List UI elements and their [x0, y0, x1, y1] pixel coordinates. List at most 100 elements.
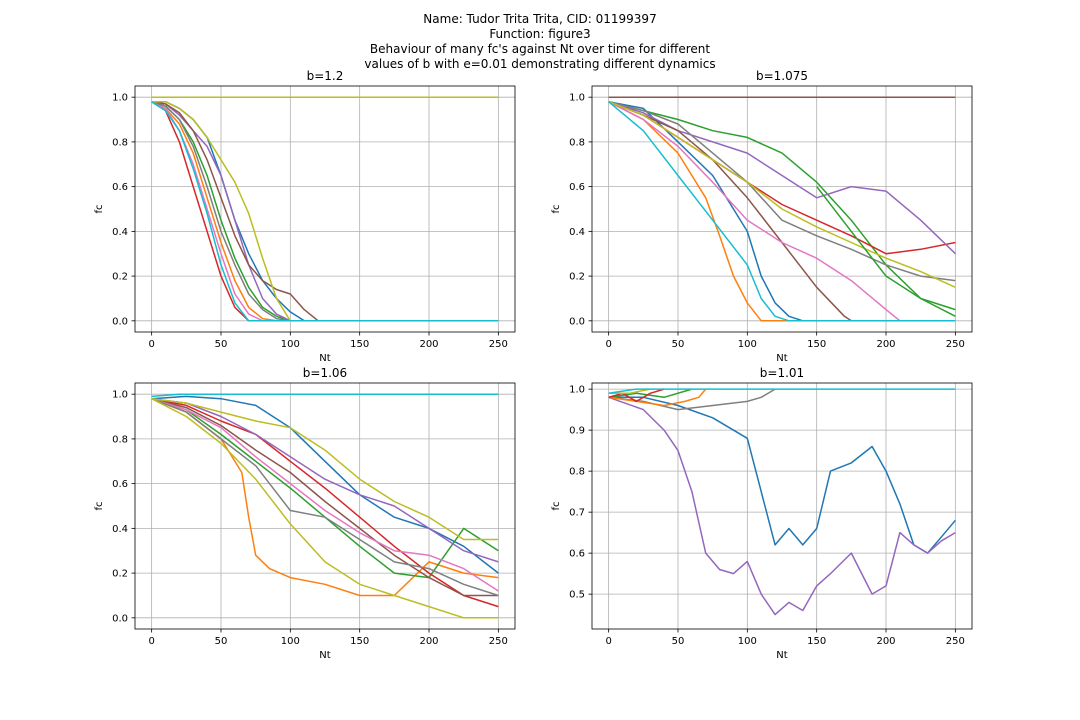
series-line-3	[608, 100, 956, 311]
y-axis-label: fc	[94, 204, 105, 213]
series-line-5	[608, 388, 693, 399]
x-tick-label: 200	[876, 339, 895, 350]
series-line-9	[151, 100, 499, 322]
y-tick-label: 0.9	[569, 426, 585, 437]
subplot-1: 0 50 100 150 200 250 0.0 0.2 0.4 0.6 0.8 1.0 b=1.2 Nt…	[94, 69, 516, 364]
x-tick-label: 250	[489, 339, 508, 350]
series-line-11	[151, 393, 499, 398]
series-line-8	[151, 398, 499, 597]
x-tick-label: 50	[215, 636, 228, 647]
y-tick-label: 0.4	[112, 524, 128, 535]
series-line-6	[151, 397, 499, 597]
series-line-6	[608, 388, 665, 403]
x-axis-label: Nt	[319, 353, 330, 364]
x-tick-label: 0	[148, 636, 154, 647]
x-tick-label: 250	[946, 636, 965, 647]
subplot-2: 0 50 100 150 200 250 0.0 0.2 0.4 0.6 0.8 1.0 b=1.075…	[551, 69, 973, 364]
x-tick-label: 100	[281, 636, 300, 647]
y-tick-label: 0.8	[569, 467, 585, 478]
x-axis-label: Nt	[776, 353, 787, 364]
series-group	[151, 393, 499, 619]
series-line-6	[151, 100, 499, 322]
series-line-6	[608, 101, 956, 322]
series-line-10	[608, 101, 956, 322]
axes-frame	[134, 85, 516, 333]
x-tick-label: 100	[738, 636, 757, 647]
x-tick-label: 50	[672, 339, 685, 350]
axes-frame	[591, 382, 973, 630]
x-tick-label: 50	[215, 339, 228, 350]
y-tick-label: 0.6	[569, 182, 585, 193]
series-line-8	[608, 388, 956, 395]
series-line-2	[151, 101, 499, 322]
series-group	[608, 96, 956, 322]
x-axis-label: Nt	[319, 650, 330, 661]
y-tick-label: 0.0	[569, 316, 585, 327]
series-line-8	[608, 100, 956, 282]
y-tick-label: 0.5	[569, 590, 585, 601]
y-tick-label: 0.0	[112, 316, 128, 327]
x-tick-label: 150	[807, 636, 826, 647]
series-line-5	[151, 100, 499, 322]
y-tick-label: 0.6	[112, 182, 128, 193]
x-tick-label: 150	[350, 636, 369, 647]
series-line-1	[608, 100, 956, 322]
subplot-title: b=1.075	[756, 69, 808, 83]
series-line-7	[151, 397, 499, 592]
series-line-9	[608, 101, 956, 288]
y-tick-label: 0.8	[569, 137, 585, 148]
y-tick-label: 0.8	[112, 137, 128, 148]
series-line-10	[151, 101, 499, 322]
y-axis-label: fc	[94, 501, 105, 510]
x-tick-label: 0	[605, 636, 611, 647]
axes-frame	[134, 382, 516, 630]
y-tick-label: 0.0	[112, 613, 128, 624]
y-tick-label: 0.4	[569, 227, 585, 238]
y-tick-label: 0.2	[112, 272, 128, 283]
series-line-1	[151, 100, 499, 322]
y-tick-label: 1.0	[569, 93, 585, 104]
suptitle-line-1: Name: Tudor Trita Trita, CID: 01199397	[423, 12, 657, 26]
axes-frame	[591, 85, 973, 333]
y-tick-label: 1.0	[112, 93, 128, 104]
y-tick-label: 0.2	[112, 569, 128, 580]
series-line-9	[151, 398, 499, 619]
series-line-11	[816, 186, 956, 317]
y-tick-label: 0.6	[569, 549, 585, 560]
series-line-4	[151, 397, 499, 608]
x-tick-label: 100	[281, 339, 300, 350]
y-tick-label: 0.2	[569, 272, 585, 283]
x-tick-label: 250	[946, 339, 965, 350]
x-tick-label: 150	[350, 339, 369, 350]
y-axis-label: fc	[551, 204, 562, 213]
x-tick-label: 200	[876, 636, 895, 647]
series-line-2	[608, 101, 956, 322]
series-line-5	[151, 397, 499, 563]
series-line-4	[151, 101, 499, 322]
series-line-7	[608, 388, 651, 395]
subplot-4: 0 50 100 150 200 250 0.5 0.6 0.7 0.8 0.9 1.0 b=1.01 N…	[551, 366, 973, 661]
subplot-title: b=1.06	[303, 366, 347, 380]
series-line-3	[151, 100, 499, 322]
x-tick-label: 200	[419, 339, 438, 350]
x-tick-label: 150	[807, 339, 826, 350]
x-tick-label: 50	[672, 636, 685, 647]
x-axis-label: Nt	[776, 650, 787, 661]
series-line-1	[151, 395, 499, 574]
y-tick-label: 1.0	[569, 385, 585, 396]
x-tick-label: 100	[738, 339, 757, 350]
series-line-3	[608, 388, 776, 411]
y-tick-label: 0.7	[569, 508, 585, 519]
series-line-7	[151, 101, 499, 322]
x-tick-label: 250	[489, 636, 508, 647]
series-group	[608, 388, 956, 616]
y-tick-label: 0.6	[112, 479, 128, 490]
series-line-8	[151, 100, 499, 322]
x-tick-label: 0	[605, 339, 611, 350]
figure-suptitle: Name: Tudor Trita Trita, CID: 01199397 F…	[0, 12, 1080, 72]
y-axis-label: fc	[551, 501, 562, 510]
y-tick-label: 1.0	[112, 390, 128, 401]
subplot-3: 0 50 100 150 200 250 0.0 0.2 0.4 0.6 0.8 1.0 b=1.06 N…	[94, 366, 516, 661]
y-tick-label: 0.4	[112, 227, 128, 238]
